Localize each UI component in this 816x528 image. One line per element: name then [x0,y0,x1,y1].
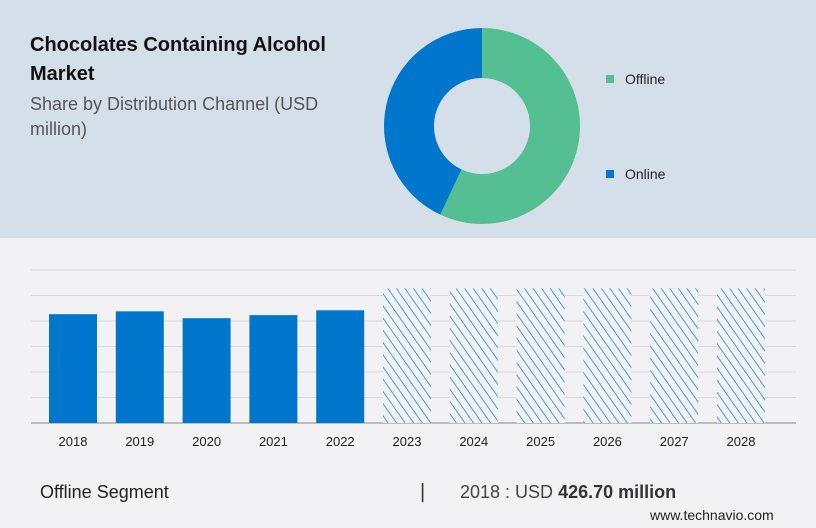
x-tick-label: 2028 [727,434,756,449]
website-link[interactable]: www.technavio.com [650,507,774,523]
bar-2026 [583,288,632,423]
header-panel: Chocolates Containing Alcohol Market Sha… [0,0,816,238]
segment-label: Offline Segment [40,482,169,502]
donut-slice-offline [440,28,580,224]
x-tick-label: 2024 [459,434,488,449]
bar-2019 [115,311,164,423]
separator: | [420,481,426,503]
chart-title: Chocolates Containing Alcohol Market [30,34,326,85]
x-tick-label: 2026 [593,434,622,449]
legend-swatch [606,170,614,178]
x-tick-label: 2021 [259,434,288,449]
value-amount: 426.70 million [558,482,677,502]
x-tick-label: 2019 [125,434,154,449]
bar-2021 [249,315,298,423]
donut-slice-online [384,28,482,215]
x-tick-label: 2023 [393,434,422,449]
year-prefix: 2018 : USD [460,482,554,502]
legend-label: Offline [625,71,666,87]
x-tick-label: 2022 [326,434,355,449]
legend-swatch [606,75,614,83]
bar-2027 [650,288,699,423]
bar-2018 [49,314,97,423]
legend-item-offline: Offline [606,71,665,87]
bar-2022 [316,310,365,423]
bar-2023 [383,288,431,423]
chart-subtitle: Share by Distribution Channel (USD milli… [30,94,319,139]
bar-2024 [449,288,498,423]
x-tick-label: 2020 [192,434,221,449]
donut-chart [384,28,580,224]
bar-2020 [182,318,231,423]
legend-item-online: Online [606,166,665,182]
segment-value: 2018 : USD 426.70 million [460,482,676,503]
legend-label: Online [625,166,666,182]
x-tick-label: 2027 [660,434,689,449]
bar-chart: 2018 2019 2020 2021 2022 2023 2024 2025 2026 2027… [31,269,796,449]
bar-2028 [717,288,765,423]
x-tick-label: 2018 [59,434,88,449]
bar-2025 [516,288,565,423]
x-tick-label: 2025 [526,434,555,449]
